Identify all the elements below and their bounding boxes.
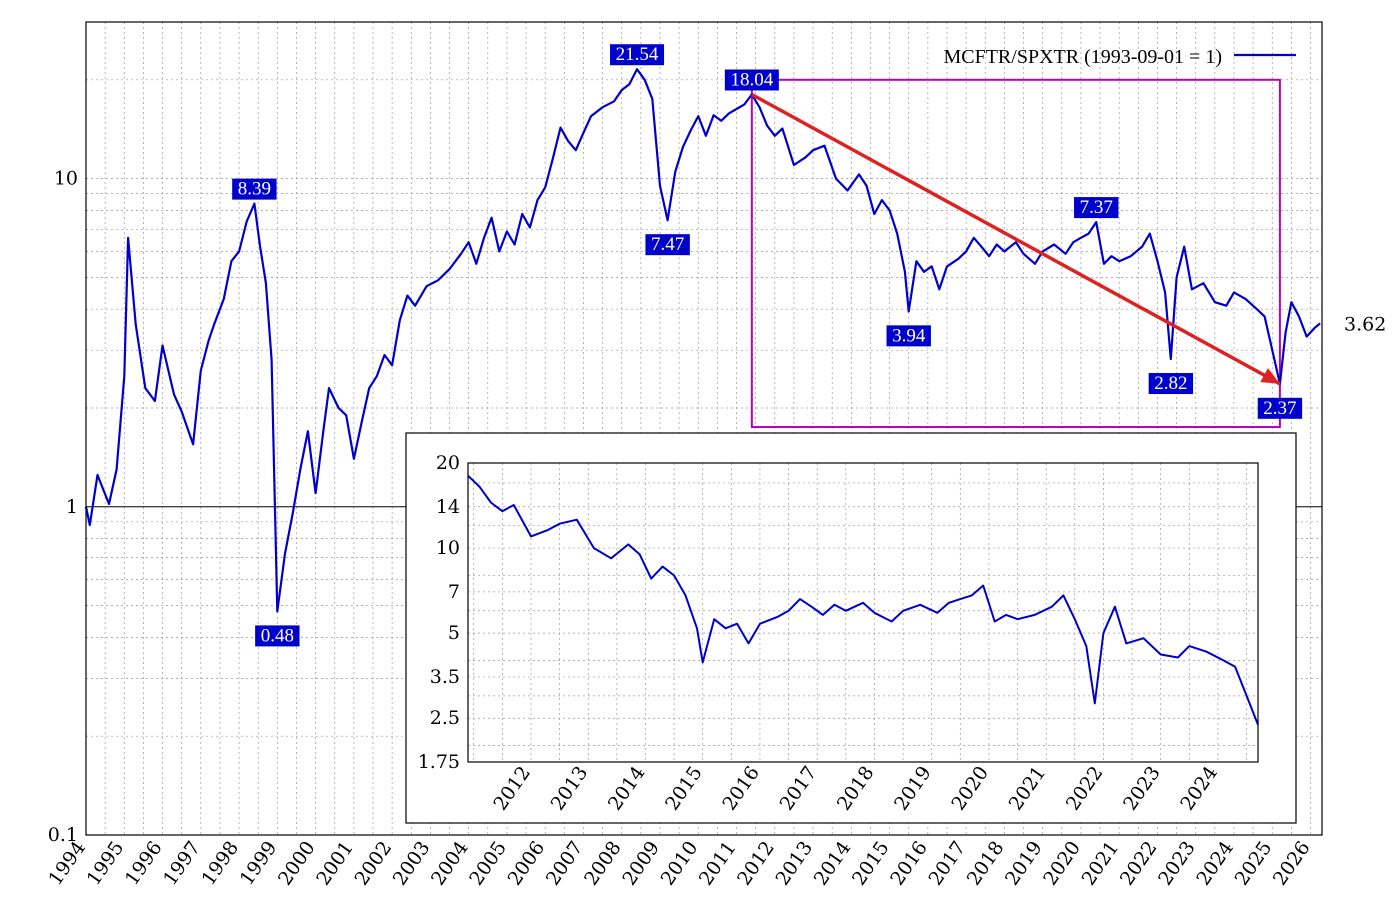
main-plot-frame bbox=[85, 21, 1323, 836]
x-tick-label: 2023 bbox=[1154, 837, 1200, 889]
annotation-text: 2.37 bbox=[1263, 398, 1296, 419]
x-tick-label: 1997 bbox=[159, 837, 205, 889]
x-tick-label: 2014 bbox=[810, 837, 856, 889]
annotation-box bbox=[724, 69, 779, 91]
annotation-text: 3.94 bbox=[892, 325, 926, 346]
last-value-label: 3.62 bbox=[1344, 313, 1386, 335]
annotation-label: 8.39 bbox=[232, 178, 277, 200]
x-tick-label: 2020 bbox=[1039, 837, 1085, 889]
x-tick-label: 2018 bbox=[963, 837, 1009, 889]
annotation-text: 2.82 bbox=[1154, 373, 1187, 394]
y-tick-label: 1 bbox=[66, 496, 78, 518]
inset-background bbox=[405, 432, 1297, 824]
annotation-text: 21.54 bbox=[616, 44, 659, 65]
annotation-label: 2.37 bbox=[1257, 397, 1303, 419]
annotation-box bbox=[1074, 197, 1119, 219]
annotation-text: 0.48 bbox=[261, 625, 294, 646]
inset-y-tick-label: 2.5 bbox=[430, 707, 460, 729]
annotation-box bbox=[232, 178, 277, 200]
x-tick-label: 2005 bbox=[465, 837, 511, 889]
legend: MCFTR/SPXTR (1993-09-01 = 1) bbox=[943, 46, 1296, 68]
x-tick-label: 2002 bbox=[350, 837, 396, 889]
x-tick-label: 2019 bbox=[1001, 837, 1047, 889]
annotation-label: 21.54 bbox=[610, 44, 665, 66]
inset-y-tick-label: 1.75 bbox=[418, 751, 460, 773]
legend-label: MCFTR/SPXTR (1993-09-01 = 1) bbox=[943, 46, 1222, 68]
inset-y-tick-label: 7 bbox=[448, 581, 460, 603]
annotations: 8.39 0.48 21.54 7.47 18.04 3.94 7.37 2.82 2.37 bbox=[232, 44, 1303, 647]
annotation-box bbox=[255, 625, 300, 647]
y-tick-label: 10 bbox=[54, 168, 78, 190]
x-tick-label: 2006 bbox=[504, 837, 550, 889]
x-tick-label: 2024 bbox=[1192, 837, 1238, 889]
inset-grid bbox=[468, 462, 1258, 763]
annotation-box bbox=[1148, 373, 1194, 395]
inset-y-tick-label: 3.5 bbox=[430, 666, 460, 688]
x-tick-label: 2003 bbox=[389, 837, 435, 889]
annotation-text: 7.37 bbox=[1080, 197, 1113, 218]
main-y-tick-labels: 0.1 1 10 bbox=[48, 168, 78, 846]
annotation-box bbox=[886, 325, 931, 347]
annotation-text: 18.04 bbox=[730, 69, 773, 90]
x-tick-label: 2007 bbox=[542, 837, 588, 889]
annotation-label: 3.94 bbox=[886, 325, 931, 347]
trend-arrow-head bbox=[1260, 368, 1280, 384]
inset-y-tick-label: 10 bbox=[436, 537, 460, 559]
inset-y-tick-label: 5 bbox=[448, 622, 460, 644]
x-tick-label: 1995 bbox=[83, 837, 129, 889]
main-x-tick-labels: 1994199519961997199819992000200120022003… bbox=[44, 837, 1314, 889]
x-tick-label: 2008 bbox=[580, 837, 626, 889]
inset-series-line bbox=[467, 474, 1259, 726]
highlight-box bbox=[750, 78, 1281, 429]
x-tick-label: 2011 bbox=[695, 837, 741, 889]
annotation-box bbox=[1257, 397, 1303, 419]
inset-plot-frame bbox=[467, 462, 1259, 763]
annotation-label: 0.48 bbox=[255, 625, 300, 647]
inset-y-tick-labels: 1.75 2.5 3.5 5 7 10 14 20 bbox=[418, 452, 460, 773]
main-grid bbox=[85, 21, 1322, 835]
main-series-line bbox=[84, 68, 1321, 613]
x-tick-label: 2010 bbox=[657, 837, 703, 889]
x-tick-label: 2026 bbox=[1269, 837, 1315, 889]
inset-y-tick-label: 20 bbox=[436, 452, 460, 474]
x-tick-label: 2017 bbox=[924, 837, 970, 889]
annotation-text: 7.47 bbox=[651, 234, 684, 255]
x-tick-label: 2000 bbox=[274, 837, 320, 889]
x-tick-label: 2004 bbox=[427, 837, 473, 889]
x-tick-label: 2022 bbox=[1116, 837, 1162, 889]
x-tick-label: 2013 bbox=[771, 837, 817, 889]
annotation-label: 7.37 bbox=[1074, 197, 1119, 219]
annotation-label: 18.04 bbox=[724, 69, 779, 91]
trend-arrow bbox=[750, 92, 1281, 386]
annotation-label: 2.82 bbox=[1148, 373, 1194, 395]
highlight-rectangle bbox=[750, 78, 1281, 429]
annotation-box bbox=[645, 234, 690, 256]
x-tick-label: 2021 bbox=[1078, 837, 1124, 889]
x-tick-label: 2015 bbox=[848, 837, 894, 889]
x-tick-label: 1999 bbox=[236, 837, 282, 889]
annotation-label: 7.47 bbox=[645, 234, 690, 256]
x-tick-label: 1996 bbox=[121, 837, 167, 889]
annotation-text: 8.39 bbox=[238, 179, 271, 200]
x-tick-label: 2025 bbox=[1231, 837, 1277, 889]
trend-arrow-shaft bbox=[750, 92, 1281, 386]
inset-y-tick-label: 14 bbox=[436, 496, 460, 518]
x-tick-label: 2001 bbox=[312, 837, 358, 889]
y-tick-label: 0.1 bbox=[48, 824, 78, 846]
x-tick-label: 2012 bbox=[733, 837, 779, 889]
annotation-box bbox=[610, 44, 665, 66]
x-tick-label: 1998 bbox=[197, 837, 243, 889]
x-tick-label: 2016 bbox=[886, 837, 932, 889]
x-tick-label: 2009 bbox=[618, 837, 664, 889]
